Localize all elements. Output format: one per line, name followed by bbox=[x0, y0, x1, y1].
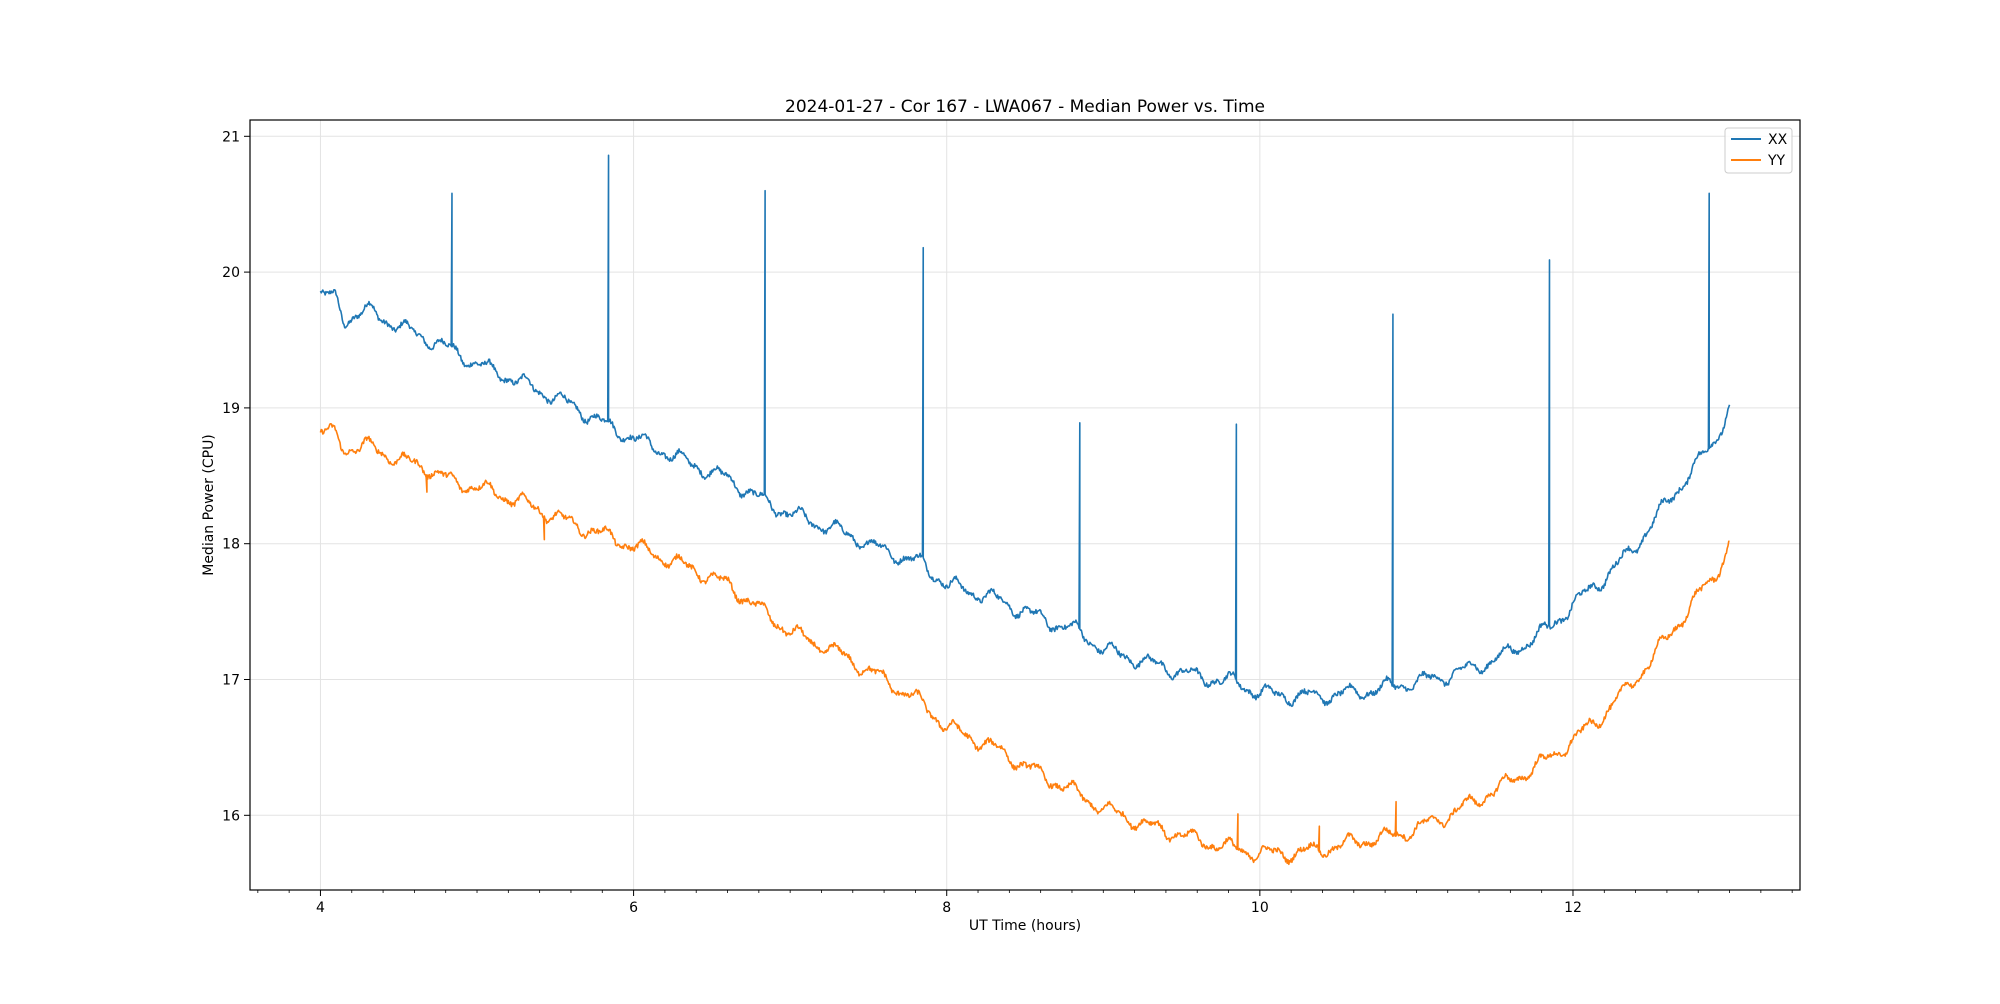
plot-frame bbox=[249, 119, 1801, 891]
series-layer bbox=[319, 154, 1731, 866]
chart-title: 2024-01-27 - Cor 167 - LWA067 - Median P… bbox=[785, 97, 1265, 117]
legend: XX YY bbox=[1724, 127, 1793, 174]
x-tick-label: 6 bbox=[629, 900, 638, 916]
y-axis-title: Median Power (CPU) bbox=[201, 434, 217, 576]
ticks-layer: 4 6 8 10 12 16 17 18 19 20 21 bbox=[222, 129, 1793, 916]
y-tick-label: 17 bbox=[222, 673, 240, 689]
x-tick-label: 8 bbox=[942, 900, 951, 916]
legend-label-yy: YY bbox=[1767, 153, 1786, 169]
y-tick-label: 18 bbox=[222, 537, 240, 553]
series-line-yy bbox=[319, 422, 1730, 866]
x-tick-label: 12 bbox=[1564, 900, 1582, 916]
series-line-xx bbox=[319, 154, 1731, 708]
y-tick-label: 20 bbox=[222, 265, 240, 281]
x-tick-label: 4 bbox=[316, 900, 325, 916]
x-axis-title: UT Time (hours) bbox=[969, 918, 1081, 934]
y-tick-label: 16 bbox=[222, 808, 240, 824]
grid-layer bbox=[250, 120, 1800, 890]
y-tick-label: 19 bbox=[222, 401, 240, 417]
x-tick-label: 10 bbox=[1251, 900, 1269, 916]
legend-label-xx: XX bbox=[1768, 132, 1788, 148]
y-tick-label: 21 bbox=[222, 129, 240, 145]
